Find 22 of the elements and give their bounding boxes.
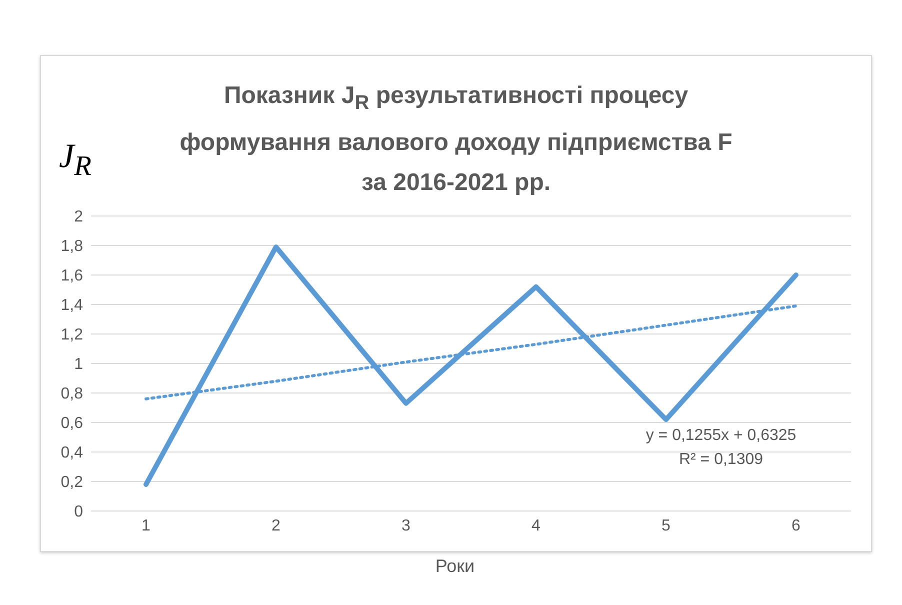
y-tick-label: 1,8 xyxy=(60,238,84,256)
x-axis-title: Роки xyxy=(434,556,476,577)
y-tick-label: 1,6 xyxy=(60,268,84,285)
y-tick-label: 0 xyxy=(74,504,84,521)
x-tick-label: 6 xyxy=(792,517,801,534)
y-tick-label: 1,4 xyxy=(60,297,84,314)
y-tick-label: 0,6 xyxy=(60,415,84,432)
y-tick-label: 1,2 xyxy=(60,326,84,344)
y-axis-title: J$_{R}$ xyxy=(59,138,92,183)
annotation: R² = 0,1309 xyxy=(678,450,764,470)
x-tick-label: 3 xyxy=(402,517,411,534)
y-tick-label: 0,2 xyxy=(60,474,84,492)
y-tick-label: 2 xyxy=(74,208,84,226)
annotation: y = 0,1255x + 0,6325 xyxy=(644,426,798,446)
y-tick-label: 0,4 xyxy=(60,444,84,462)
chart-title: Показник J$_{R}$ результативності процесу формування валового доходу підприємства F за 2016-2021 рр. xyxy=(178,81,734,198)
x-tick-label: 5 xyxy=(662,517,671,534)
x-tick-label: 1 xyxy=(142,517,151,534)
y-tick-label: 0,8 xyxy=(60,386,84,403)
x-tick-label: 2 xyxy=(272,517,281,534)
y-tick-label: 1 xyxy=(74,356,84,374)
x-tick-label: 4 xyxy=(532,517,541,534)
